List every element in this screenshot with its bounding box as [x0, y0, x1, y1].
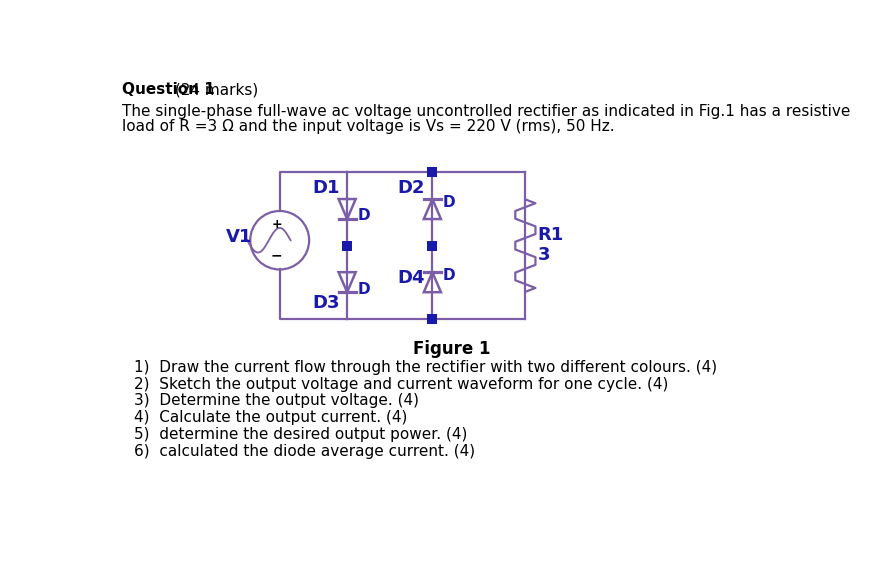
Text: Question 1: Question 1 — [121, 82, 214, 98]
Text: Figure 1: Figure 1 — [413, 340, 491, 359]
Text: D: D — [443, 195, 455, 210]
Text: 3: 3 — [538, 246, 550, 264]
Text: 1)  Draw the current flow through the rectifier with two different colours. (4): 1) Draw the current flow through the rec… — [134, 360, 717, 375]
Text: D1: D1 — [312, 179, 339, 197]
Text: D: D — [443, 268, 455, 283]
Text: load of R =3 Ω and the input voltage is Vs = 220 V (rms), 50 Hz.: load of R =3 Ω and the input voltage is … — [121, 119, 614, 134]
Text: D4: D4 — [397, 270, 424, 287]
Text: V1: V1 — [225, 228, 252, 246]
Text: D: D — [358, 282, 370, 296]
Text: 6)  calculated the diode average current. (4): 6) calculated the diode average current.… — [134, 444, 475, 459]
Text: D2: D2 — [397, 179, 424, 197]
Text: +: + — [271, 218, 282, 231]
Text: 4)  Calculate the output current. (4): 4) Calculate the output current. (4) — [134, 411, 408, 425]
Text: (24 marks): (24 marks) — [170, 82, 259, 98]
Text: D: D — [358, 208, 370, 223]
Text: 2)  Sketch the output voltage and current waveform for one cycle. (4): 2) Sketch the output voltage and current… — [134, 376, 668, 392]
Text: 5)  determine the desired output power. (4): 5) determine the desired output power. (… — [134, 427, 468, 443]
Text: R1: R1 — [538, 226, 564, 244]
Text: −: − — [271, 248, 283, 263]
Text: D3: D3 — [312, 294, 339, 312]
Text: The single-phase full-wave ac voltage uncontrolled rectifier as indicated in Fig: The single-phase full-wave ac voltage un… — [121, 104, 850, 119]
Text: 3)  Determine the output voltage. (4): 3) Determine the output voltage. (4) — [134, 393, 419, 408]
